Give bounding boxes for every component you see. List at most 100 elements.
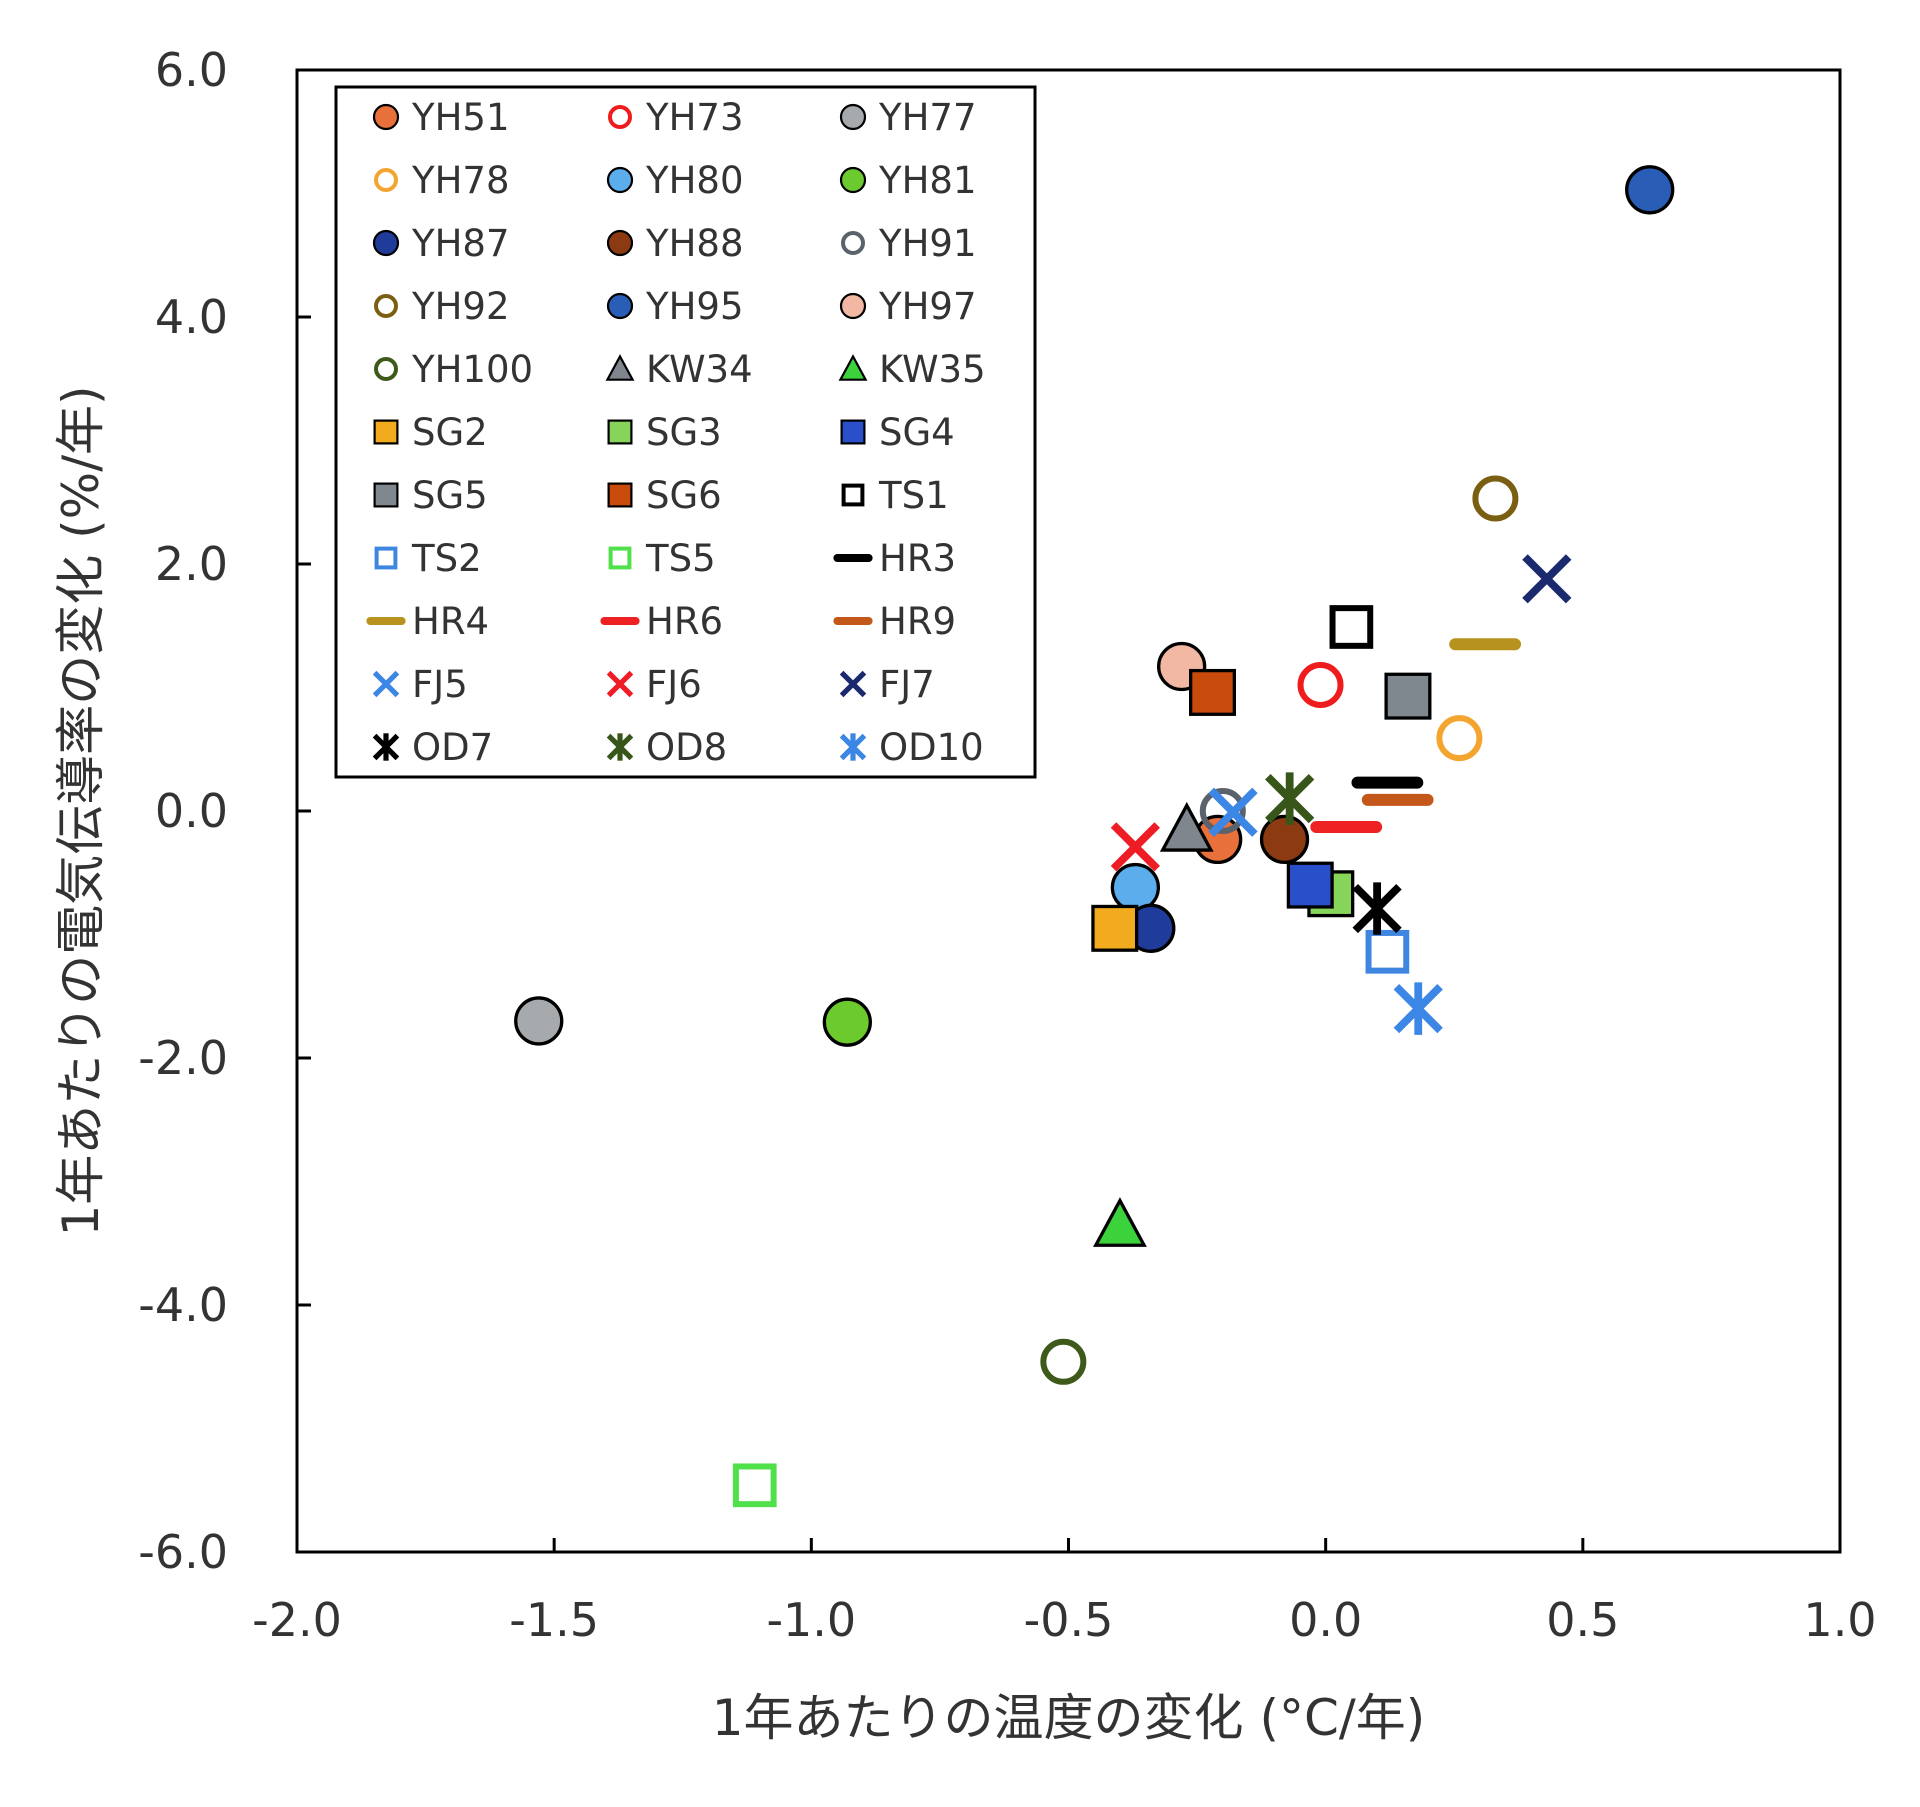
legend-label: YH73 (645, 96, 744, 139)
legend-item-hr6: HR6 (600, 600, 723, 643)
legend-label: YH77 (878, 96, 977, 139)
point-fj6 (1110, 822, 1160, 872)
point-kw34 (1159, 801, 1214, 852)
legend-marker (608, 105, 632, 129)
legend-marker (841, 231, 865, 255)
legend-item-hr9: HR9 (833, 600, 956, 643)
legend-item-od7: OD7 (372, 726, 493, 769)
legend-box (334, 85, 1037, 779)
legend-label: YH100 (411, 348, 533, 391)
legend-item-sg5: SG5 (373, 474, 488, 517)
legend-marker (838, 354, 868, 381)
legend-item-yh97: YH97 (839, 285, 977, 328)
legend-label: SG2 (412, 411, 488, 454)
legend-item-kw34: KW34 (605, 348, 753, 391)
legend-item-ts1: TS1 (841, 474, 949, 517)
y-tick-label: -2.0 (138, 1031, 228, 1085)
legend-marker (607, 482, 633, 508)
x-tick-label: -1.0 (766, 1593, 856, 1647)
y-tick-label: 0.0 (155, 784, 228, 838)
x-tick-label: 1.0 (1803, 1593, 1876, 1647)
legend-item-yh88: YH88 (606, 222, 744, 265)
legend-item-sg6: SG6 (607, 474, 722, 517)
legend-label: KW35 (879, 348, 986, 391)
point-od8 (1265, 772, 1315, 825)
legend-item-sg2: SG2 (373, 411, 488, 454)
legend-item-yh78: YH78 (374, 159, 510, 202)
legend-label: SG4 (879, 411, 955, 454)
legend-item-yh92: YH92 (374, 285, 510, 328)
axes: -2.0 -1.5 -1.0 -0.5 0.0 0.5 1.0 6.0 4.0 2.0 0.0 -2.… (138, 43, 1876, 1647)
legend-label: YH88 (645, 222, 744, 265)
legend-item-hr4: HR4 (366, 600, 489, 643)
point-ts5 (732, 1463, 777, 1508)
legend-marker (372, 103, 400, 131)
point-yh77 (514, 996, 564, 1046)
legend-marker (841, 483, 865, 507)
point-sg2 (1091, 904, 1139, 952)
legend-label: HR4 (412, 600, 489, 643)
point-yh95 (1625, 165, 1675, 215)
legend-marker (839, 670, 867, 698)
legend-label: YH81 (878, 159, 977, 202)
legend-marker (374, 546, 398, 570)
y-tick-label: 2.0 (155, 537, 228, 591)
legend-label: OD10 (879, 726, 984, 769)
point-od7 (1352, 882, 1402, 935)
legend-item-yh51: YH51 (372, 96, 510, 139)
legend-label: YH78 (411, 159, 510, 202)
point-yh88 (1259, 814, 1310, 865)
legend: YH51 YH73 YH77 YH78 YH80 YH81 YH87 YH88 YH91 YH92… (334, 85, 1037, 779)
x-tick-label: 0.0 (1289, 1593, 1362, 1647)
legend-label: YH92 (411, 285, 510, 328)
legend-label: TS2 (411, 537, 482, 580)
legend-marker (606, 670, 634, 698)
legend-item-sg3: SG3 (607, 411, 722, 454)
legend-marker (839, 103, 867, 131)
legend-marker (372, 229, 400, 257)
legend-marker (606, 229, 634, 257)
legend-marker (839, 166, 867, 194)
y-tick-label: 6.0 (155, 43, 228, 97)
legend-item-yh81: YH81 (839, 159, 977, 202)
point-yh81 (822, 997, 872, 1047)
point-fj5 (1208, 787, 1258, 837)
y-tick-label: 4.0 (155, 290, 228, 344)
y-tick-label: -4.0 (138, 1278, 228, 1332)
legend-label: SG6 (646, 474, 722, 517)
point-yh91 (1199, 788, 1246, 834)
legend-marker (608, 546, 632, 570)
legend-label: TS1 (878, 474, 949, 517)
y-tick-label: -6.0 (138, 1525, 228, 1579)
legend-item-ts2: TS2 (374, 537, 482, 580)
legend-label: YH51 (411, 96, 510, 139)
point-ts2 (1365, 929, 1410, 974)
legend-marker (374, 168, 398, 192)
legend-marker (839, 292, 867, 320)
legend-item-yh91: YH91 (841, 222, 977, 265)
legend-marker (606, 292, 634, 320)
legend-label: YH87 (411, 222, 510, 265)
legend-label: FJ7 (879, 663, 935, 706)
legend-item-fj7: FJ7 (839, 663, 935, 706)
legend-marker (372, 733, 400, 761)
point-yh100 (1040, 1338, 1087, 1385)
legend-item-yh77: YH77 (839, 96, 977, 139)
legend-label: YH95 (645, 285, 744, 328)
legend-label: HR3 (879, 537, 956, 580)
y-axis-title: 1年あたりの電気伝導率の変化 (%/年) (52, 385, 110, 1236)
legend-label: FJ6 (646, 663, 702, 706)
legend-label: FJ5 (412, 663, 468, 706)
legend-marker (372, 670, 400, 698)
legend-marker (373, 419, 399, 445)
point-yh80 (1110, 862, 1161, 913)
legend-marker (840, 419, 866, 445)
data-points (514, 165, 1675, 1508)
point-kw35 (1093, 1197, 1147, 1247)
x-axis-title: 1年あたりの温度の変化 (°C/年) (712, 1689, 1425, 1747)
point-sg5 (1384, 672, 1432, 720)
legend-item-yh95: YH95 (606, 285, 744, 328)
legend-item-hr3: HR3 (833, 537, 956, 580)
